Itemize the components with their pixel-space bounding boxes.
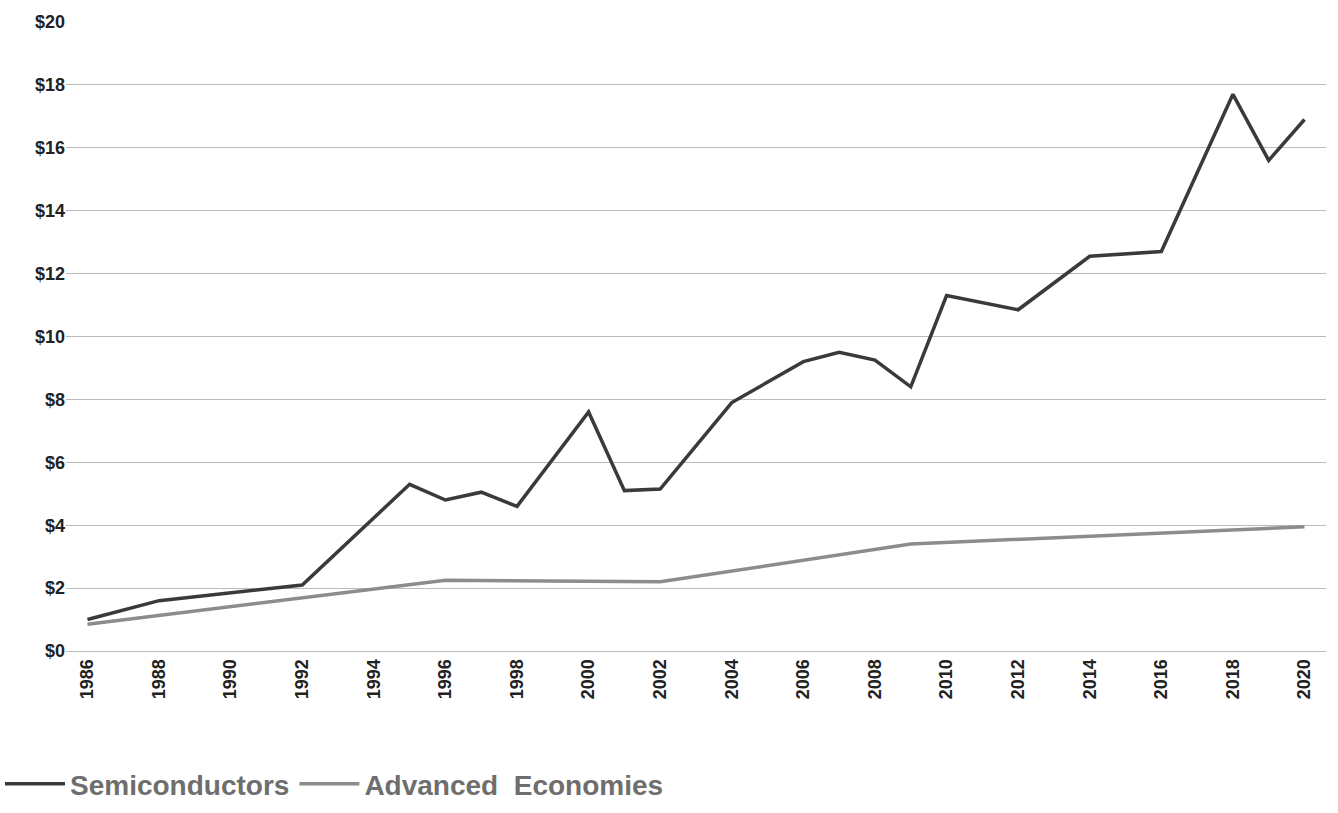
svg-text:2006: 2006 (793, 659, 813, 699)
svg-text:2012: 2012 (1008, 659, 1028, 699)
svg-text:2020: 2020 (1294, 659, 1314, 699)
svg-text:2010: 2010 (936, 659, 956, 699)
svg-text:2018: 2018 (1223, 659, 1243, 699)
svg-text:Semiconductors: Semiconductors (70, 770, 289, 801)
svg-text:$2: $2 (45, 578, 65, 598)
svg-text:$0: $0 (45, 641, 65, 661)
svg-text:1996: 1996 (435, 659, 455, 699)
svg-text:$14: $14 (35, 201, 65, 221)
svg-text:1992: 1992 (292, 659, 312, 699)
svg-text:$10: $10 (35, 327, 65, 347)
svg-text:2000: 2000 (578, 659, 598, 699)
svg-text:2004: 2004 (722, 659, 742, 699)
svg-text:1988: 1988 (149, 659, 169, 699)
svg-text:$6: $6 (45, 453, 65, 473)
svg-text:2016: 2016 (1151, 659, 1171, 699)
svg-text:$20: $20 (35, 12, 65, 32)
svg-text:2002: 2002 (650, 659, 670, 699)
svg-text:$8: $8 (45, 390, 65, 410)
svg-text:2014: 2014 (1080, 659, 1100, 699)
svg-text:2008: 2008 (865, 659, 885, 699)
svg-text:$12: $12 (35, 264, 65, 284)
svg-text:1994: 1994 (364, 659, 384, 699)
svg-text:Advanced Economies: Advanced Economies (364, 770, 663, 801)
svg-text:1986: 1986 (77, 659, 97, 699)
svg-text:$16: $16 (35, 138, 65, 158)
svg-text:$4: $4 (45, 516, 65, 536)
svg-text:1998: 1998 (507, 659, 527, 699)
svg-text:1990: 1990 (221, 659, 241, 699)
svg-text:$18: $18 (35, 75, 65, 95)
